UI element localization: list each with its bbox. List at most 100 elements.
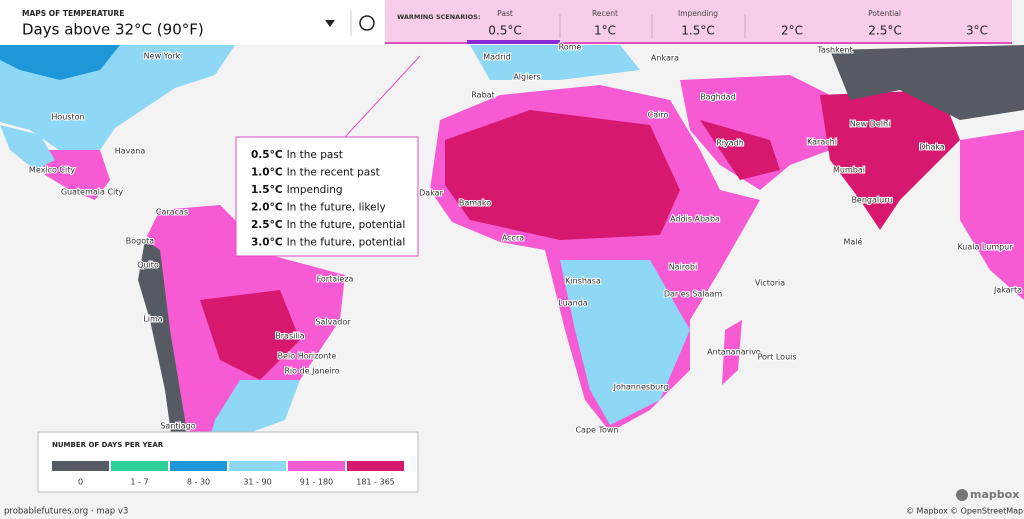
scenario-option[interactable]: 0.5°C [488, 24, 521, 38]
city-label: Quito [137, 261, 159, 270]
legend-swatch [229, 461, 286, 471]
tooltip-text: In the past [287, 149, 343, 161]
tooltip-temp: 0.5°C [251, 149, 283, 161]
city-label: Johannesburg [613, 383, 669, 392]
land [0, 45, 1024, 470]
city-label: Jakarta [993, 286, 1022, 295]
layer-selector[interactable] [0, 0, 385, 45]
legend-title: NUMBER OF DAYS PER YEAR [52, 441, 164, 449]
city-label: Dakar [419, 189, 443, 198]
dropdown-arrow[interactable] [325, 20, 335, 27]
city-label: Guatemala City [61, 188, 124, 197]
city-label: Fortaleza [317, 275, 354, 284]
city-label: Baghdad [700, 93, 736, 102]
city-label: Bogota [126, 237, 154, 246]
tooltip-line: 1.5°C Impending [251, 184, 343, 196]
scenario-option[interactable]: 3°C [966, 24, 988, 38]
attribution[interactable]: © Mapbox [906, 507, 948, 516]
scenario-group: Potential [868, 9, 901, 18]
scenario-group: Past [497, 9, 513, 18]
tooltip-line: 1.0°C In the recent past [251, 167, 380, 179]
city-label: Rio de Janeiro [284, 367, 339, 376]
scenario-option[interactable]: 1.5°C [681, 24, 714, 38]
tooltip-text: In the future, likely [287, 202, 386, 214]
legend-label: 91 - 180 [300, 478, 333, 487]
tooltip-line: 2.0°C In the future, likely [251, 202, 386, 214]
legend-swatch [170, 461, 227, 471]
city-label: Mexico City [29, 166, 75, 175]
city-label: Brasilia [275, 332, 305, 341]
city-label: Belo Horizonte [278, 352, 337, 361]
legend-label: 0 [78, 478, 83, 487]
tooltip-text: Impending [287, 184, 343, 196]
tooltip-text: In the recent past [287, 167, 380, 179]
tooltip-temp: 1.5°C [251, 184, 283, 196]
city-label: Havana [115, 147, 146, 156]
city-label: Nairobi [669, 263, 697, 272]
legend-label: 1 - 7 [130, 478, 148, 487]
mapbox-logo-icon [956, 489, 968, 501]
city-label: Santiago [160, 422, 195, 431]
tooltip-temp: 2.5°C [251, 219, 283, 231]
mapbox-logo: mapbox [970, 488, 1019, 501]
tooltip-text: In the future, potential [287, 219, 406, 231]
kicker: MAPS OF TEMPERATURE [22, 9, 124, 18]
scenario-option[interactable]: 2.5°C [868, 24, 901, 38]
scenario-option[interactable]: 1°C [594, 24, 616, 38]
scenario-bar [385, 0, 1012, 43]
city-label: Madrid [483, 53, 510, 62]
tooltip-temp: 2.0°C [251, 202, 283, 214]
city-label: Accra [502, 234, 524, 243]
city-label: Cairo [648, 111, 669, 120]
attribution[interactable]: © OpenStreetMap [950, 507, 1023, 516]
city-label: Luanda [558, 299, 587, 308]
city-label: Mumbai [833, 166, 865, 175]
city-label: Algiers [513, 73, 540, 82]
city-label: Ankara [651, 54, 679, 63]
city-label: Malé [844, 237, 863, 247]
legend-label: 8 - 30 [187, 478, 210, 487]
title: Days above 32°C (90°F) [22, 21, 204, 39]
city-label: Antananarivo [707, 348, 761, 357]
city-label: Kuala Lumpur [957, 243, 1013, 252]
tooltip-text: In the future, potential [287, 237, 406, 249]
tooltip-line: 0.5°C In the past [251, 149, 343, 161]
city-label: Port Louis [757, 353, 796, 362]
legend-swatch [288, 461, 345, 471]
legend-swatch [52, 461, 109, 471]
city-label: Karachi [807, 138, 837, 147]
city-label: Kinshasa [565, 277, 601, 286]
scenario-option[interactable]: 2°C [781, 24, 803, 38]
tooltip-temp: 1.0°C [251, 167, 283, 179]
city-label: Bengaluru [851, 196, 892, 205]
city-label: Cape Town [575, 426, 618, 435]
city-label: Addis Ababa [670, 215, 720, 224]
city-label: Lima [143, 315, 162, 324]
city-label: New York [144, 52, 181, 61]
city-label: Tashkent [816, 46, 852, 55]
legend-swatch [111, 461, 168, 471]
legend-swatch [347, 461, 404, 471]
scenario-group: Impending [678, 9, 718, 18]
city-label: Rome [559, 43, 582, 52]
legend-label: 181 - 365 [356, 478, 395, 487]
scenario-label: WARMING SCENARIOS: [397, 13, 480, 21]
info-icon[interactable] [359, 15, 375, 31]
tooltip-connector [344, 55, 421, 138]
credit: probablefutures.org · map v3 [4, 507, 128, 517]
city-label: Rabat [471, 91, 494, 100]
city-label: Salvador [315, 318, 351, 327]
city-label: Victoria [755, 279, 785, 288]
city-label: Bamako [459, 199, 491, 208]
tooltip [235, 136, 419, 257]
scenario-group: Recent [592, 9, 618, 18]
legend-label: 31 - 90 [243, 478, 271, 487]
tooltip-line: 2.5°C In the future, potential [251, 219, 405, 231]
selected-indicator [467, 40, 560, 44]
tooltip-temp: 3.0°C [251, 237, 283, 249]
city-label: Houston [51, 113, 84, 122]
city-label: Dhaka [919, 143, 945, 152]
tooltip-line: 3.0°C In the future, potential [251, 237, 405, 249]
city-label: Dar es Salaam [664, 290, 723, 299]
